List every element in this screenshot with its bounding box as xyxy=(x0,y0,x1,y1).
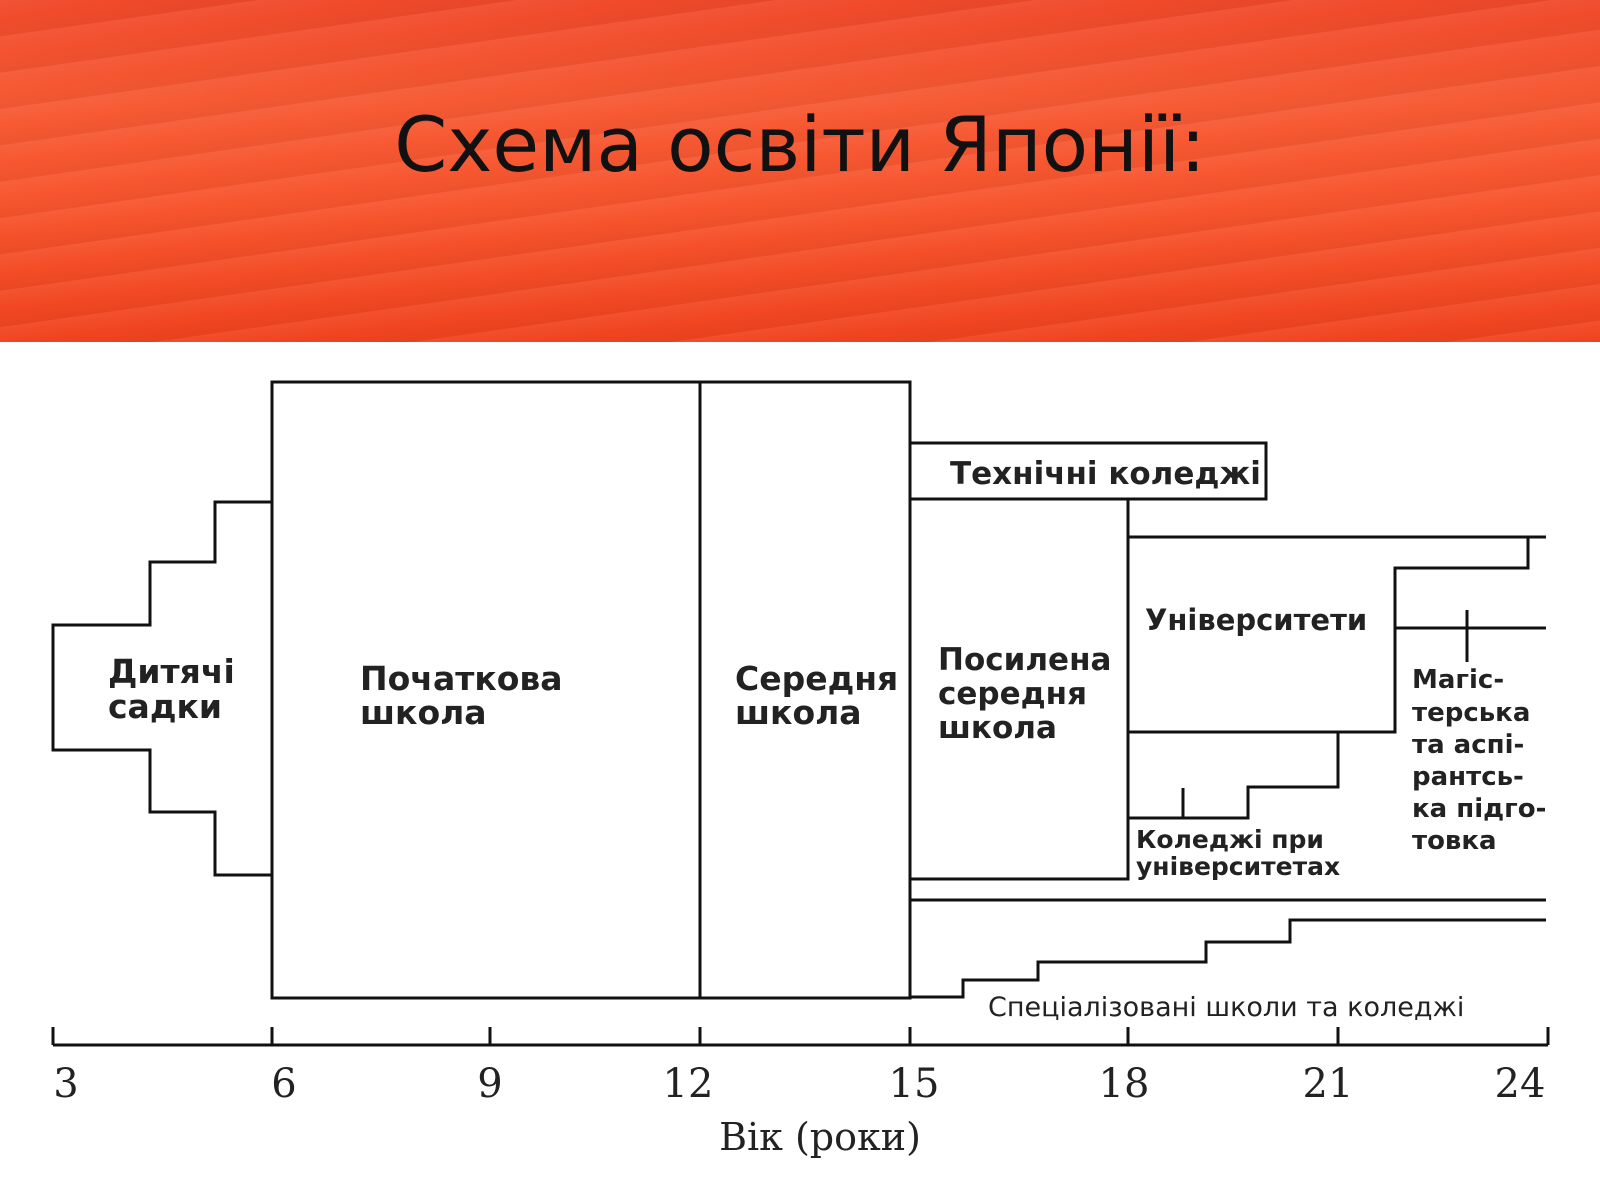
technical-colleges-label: Технічні коледжі xyxy=(950,456,1261,492)
age-tick-label: 12 xyxy=(663,1061,714,1107)
universities-label: Університети xyxy=(1145,603,1367,637)
primary-school-label-line: Початкова xyxy=(360,659,563,698)
special-training-block xyxy=(910,898,1546,999)
education-diagram: Дитячі садки Початкова школа Середня шко… xyxy=(51,380,1555,1159)
junior-colleges-label-line: університетах xyxy=(1136,852,1340,881)
primary-school-label-line: школа xyxy=(360,693,487,732)
kindergarten-label-line: садки xyxy=(108,687,222,726)
age-tick-label: 24 xyxy=(1495,1061,1546,1107)
age-axis-label: Вік (роки) xyxy=(719,1115,921,1159)
slide-title: Схема освіти Японії: xyxy=(394,100,1206,189)
graduate-label: Магіс- терська та аспі- рантсь- ка підго… xyxy=(1412,665,1555,856)
upper-secondary-label-line: школа xyxy=(938,710,1057,746)
middle-school-label-line: школа xyxy=(735,693,862,732)
upper-secondary-block xyxy=(910,497,1130,881)
graduate-label-line: рантсь- xyxy=(1412,762,1524,792)
junior-colleges-label-line: Коледжі при xyxy=(1136,825,1324,854)
age-tick-label: 18 xyxy=(1099,1061,1150,1107)
middle-school-block xyxy=(698,380,912,1000)
age-tick-label: 15 xyxy=(889,1061,940,1107)
age-tick-label: 21 xyxy=(1303,1061,1354,1107)
primary-school-label: Початкова школа xyxy=(360,659,574,732)
universities-block xyxy=(1128,535,1546,734)
age-axis-line xyxy=(51,1027,1550,1047)
junior-colleges-label: Коледжі при університетах xyxy=(1136,825,1340,881)
upper-secondary-label-line: Посилена xyxy=(938,642,1111,678)
graduate-label-line: ка підго- xyxy=(1412,794,1546,824)
upper-secondary-label-line: середня xyxy=(938,676,1087,712)
upper-secondary-label: Посилена середня школа xyxy=(938,642,1122,746)
graduate-label-line: терська xyxy=(1412,698,1530,728)
age-tick-label: 9 xyxy=(477,1061,502,1107)
middle-school-label: Середня школа xyxy=(735,659,910,732)
kindergarten-block xyxy=(51,500,272,877)
slide-header: Схема освіти Японії: xyxy=(0,0,1600,342)
kindergarten-label: Дитячі садки xyxy=(108,652,246,726)
junior-colleges-block xyxy=(1128,732,1340,820)
age-tick-label: 6 xyxy=(271,1061,296,1107)
middle-school-label-line: Середня xyxy=(735,659,898,698)
age-tick-label: 3 xyxy=(53,1061,78,1107)
graduate-label-line: товка xyxy=(1412,826,1497,856)
graduate-label-line: та аспі- xyxy=(1412,730,1524,760)
graduate-label-line: Магіс- xyxy=(1412,665,1504,695)
special-training-label: Спеціалізовані школи та коледжі xyxy=(988,992,1464,1023)
kindergarten-label-line: Дитячі xyxy=(108,652,235,691)
